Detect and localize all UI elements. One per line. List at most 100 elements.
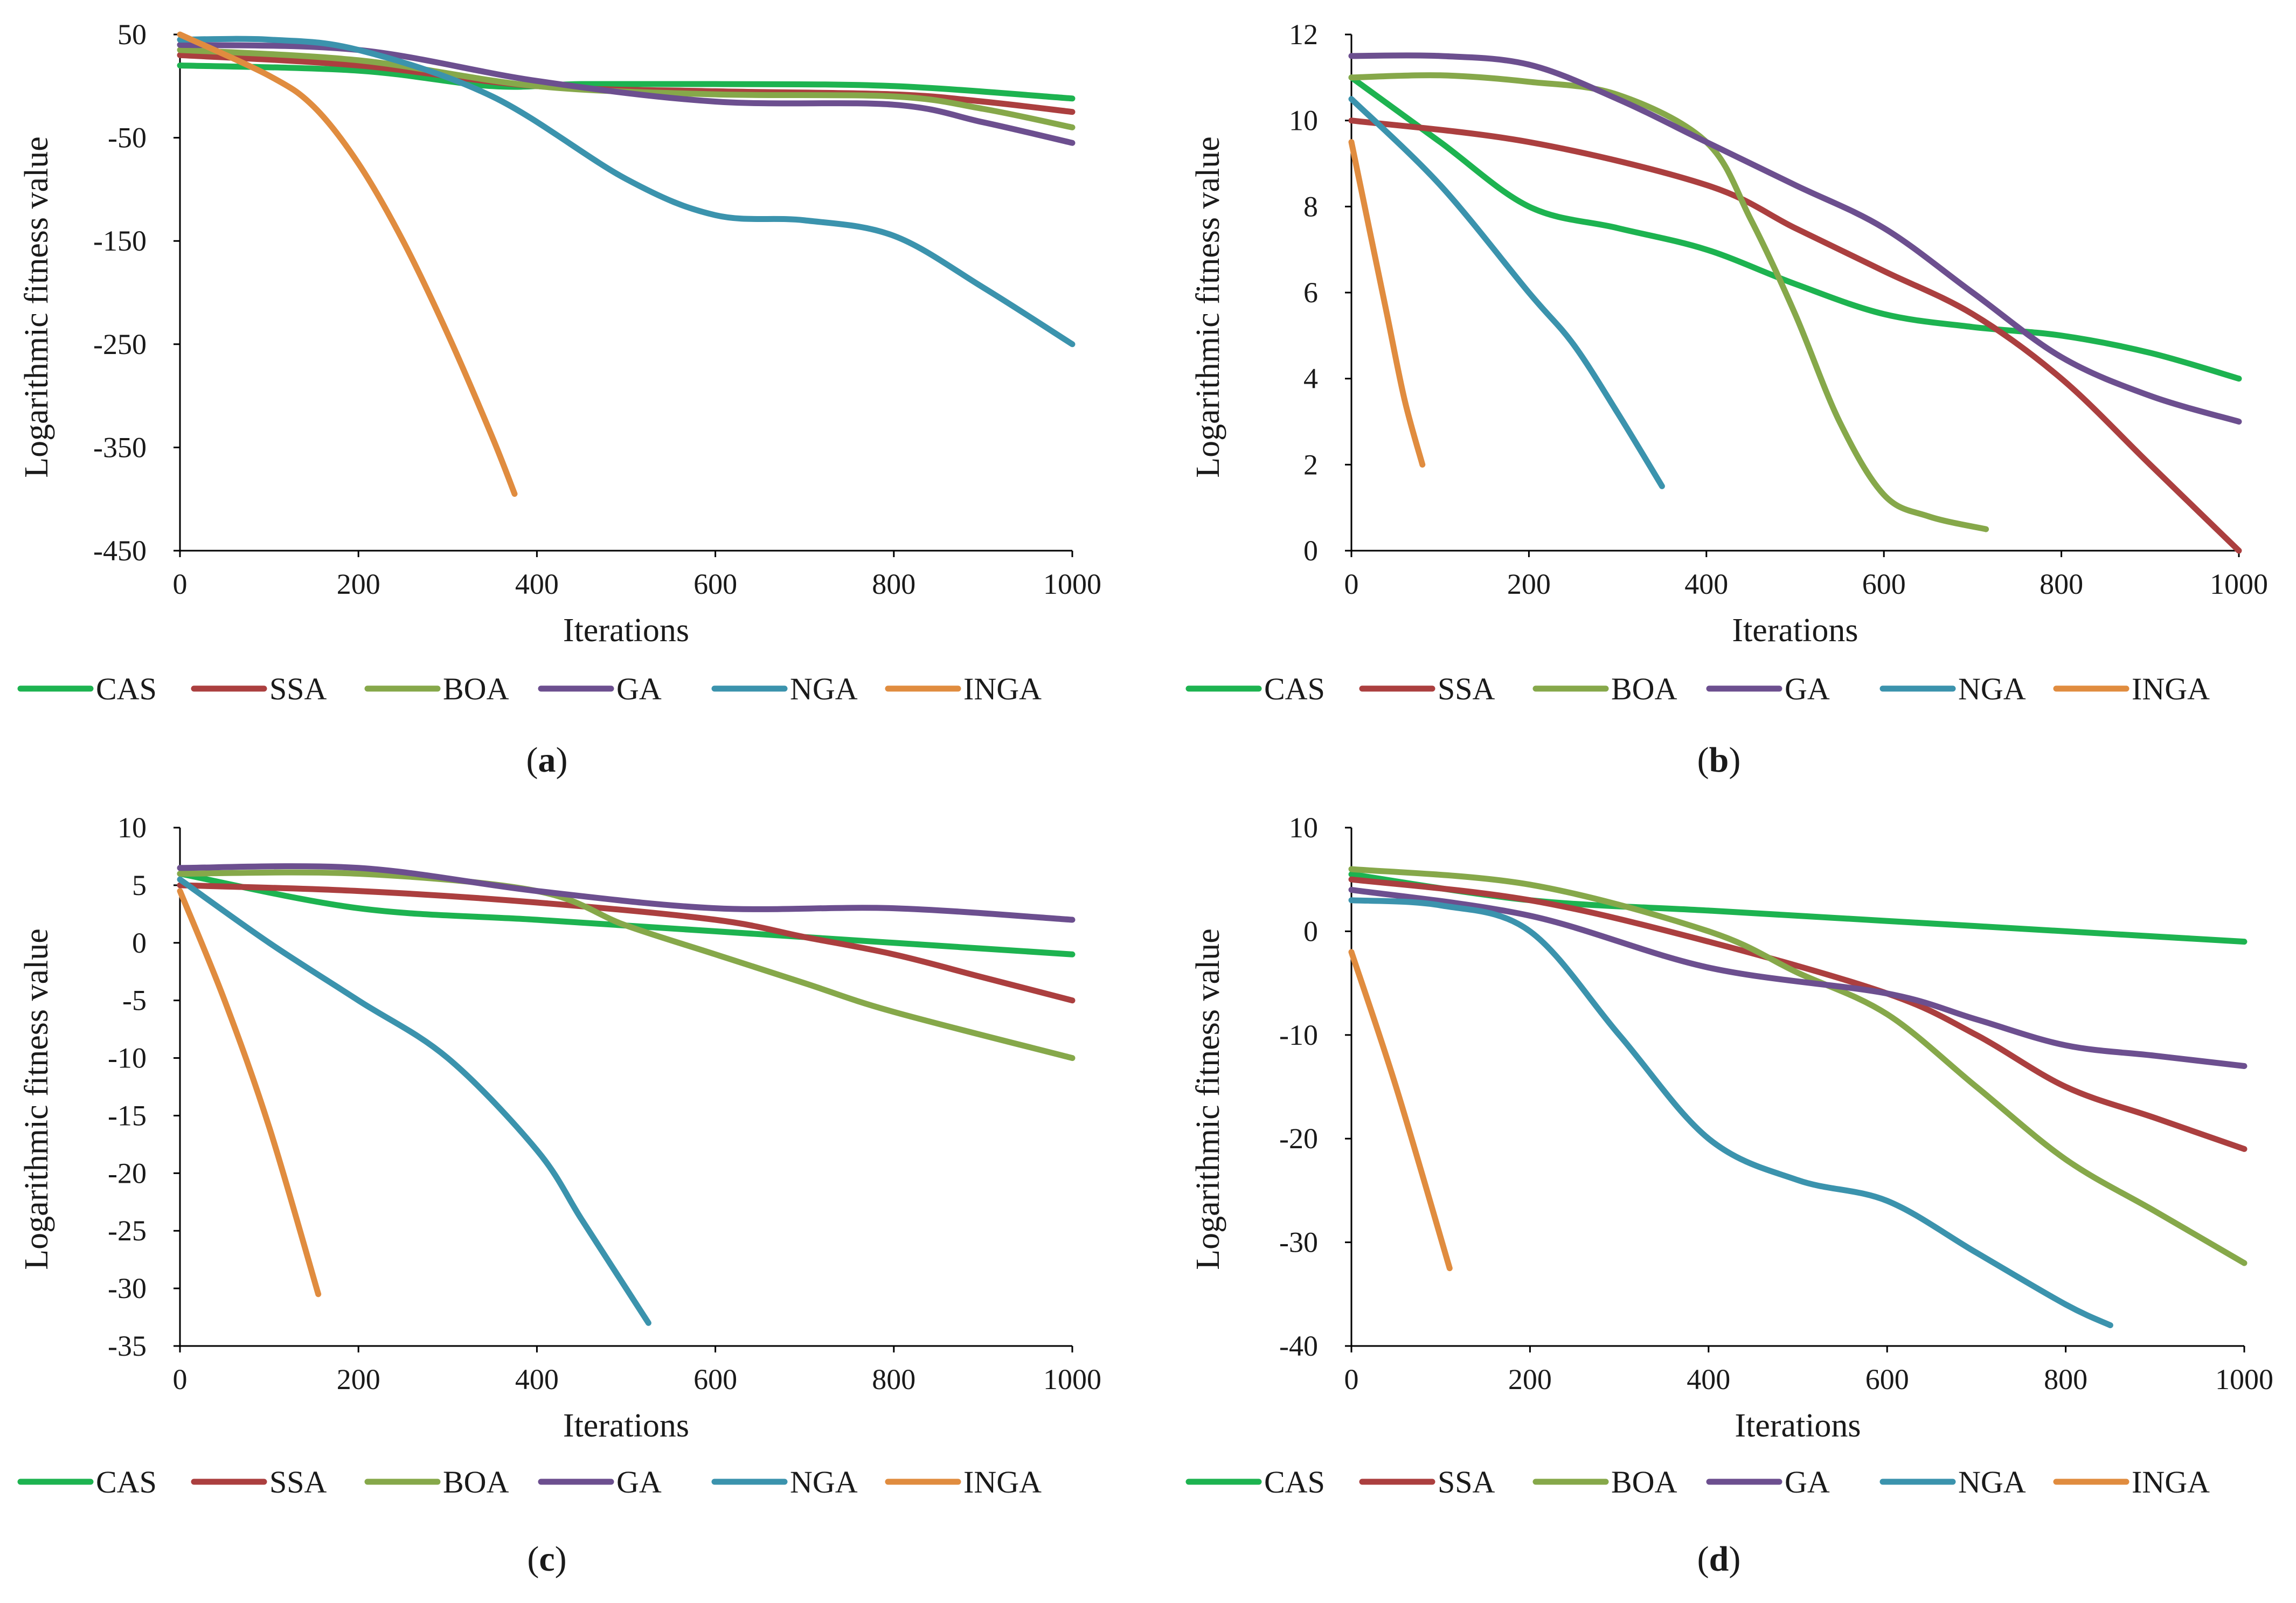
legend-label-ssa: SSA xyxy=(1438,1465,1495,1500)
x-tick-label: 0 xyxy=(173,568,188,600)
legend-label-nga: NGA xyxy=(1958,1465,2026,1500)
legend-label-boa: BOA xyxy=(443,1465,509,1500)
series-line-ssa xyxy=(177,882,1076,1004)
y-tick-label: -40 xyxy=(1279,1330,1318,1362)
x-tick-label: 0 xyxy=(1344,1363,1359,1396)
caption-open-paren: ( xyxy=(527,1539,539,1579)
series-line-ga xyxy=(177,863,1076,923)
y-axis-title: Logarithmic fitness value xyxy=(18,136,55,478)
legend-label-ga: GA xyxy=(616,671,662,706)
y-tick-label: 4 xyxy=(1303,363,1318,395)
legend-label-inga: INGA xyxy=(963,1465,1042,1500)
caption-close-paren: ) xyxy=(1729,1539,1740,1579)
legend-label-nga: NGA xyxy=(790,1465,858,1500)
series-line-nga xyxy=(1348,897,2113,1328)
caption-letter: b xyxy=(1709,740,1729,780)
x-tick-label: 200 xyxy=(1508,1363,1552,1396)
panel-caption: (a) xyxy=(526,740,568,780)
x-tick-label: 200 xyxy=(1507,568,1551,600)
series-line-inga xyxy=(177,31,518,497)
caption-letter: a xyxy=(538,740,556,780)
x-axis-title: Iterations xyxy=(1732,612,1858,649)
legend-label-ssa: SSA xyxy=(269,671,327,706)
caption-close-paren: ) xyxy=(1729,740,1740,780)
series-line-inga xyxy=(1348,949,1453,1272)
y-axis-title: Logarithmic fitness value xyxy=(1190,928,1226,1270)
caption-letter: d xyxy=(1709,1539,1729,1579)
panel-caption: (c) xyxy=(527,1539,566,1579)
legend-label-cas: CAS xyxy=(96,671,157,706)
y-axis-title: Logarithmic fitness value xyxy=(18,928,55,1270)
panel-caption: (b) xyxy=(1697,740,1741,780)
legend-label-cas: CAS xyxy=(96,1465,157,1500)
series-line-cas xyxy=(1348,74,2242,382)
y-tick-label: -25 xyxy=(108,1215,147,1247)
x-tick-label: 1000 xyxy=(2215,1363,2273,1396)
x-tick-label: 0 xyxy=(1344,568,1359,600)
series-line-cas xyxy=(177,871,1076,957)
y-tick-label: 5 xyxy=(132,869,147,901)
legend-label-inga: INGA xyxy=(963,671,1042,706)
x-tick-label: 600 xyxy=(1865,1363,1909,1396)
x-tick-label: 800 xyxy=(2044,1363,2087,1396)
y-tick-label: -250 xyxy=(93,328,147,360)
series-line-ssa xyxy=(1348,117,2242,554)
y-tick-label: -450 xyxy=(93,535,147,567)
caption-open-paren: ( xyxy=(1697,1539,1709,1579)
x-tick-label: 600 xyxy=(693,1363,737,1396)
y-tick-label: 0 xyxy=(1303,915,1318,947)
series-line-ga xyxy=(1348,886,2248,1069)
x-tick-label: 800 xyxy=(872,568,915,600)
caption-close-paren: ) xyxy=(556,740,568,780)
series-line-boa xyxy=(1348,72,1989,532)
x-axis-title: Iterations xyxy=(1735,1407,1861,1444)
legend-label-nga: NGA xyxy=(1958,671,2026,706)
x-tick-label: 200 xyxy=(337,568,380,600)
caption-close-paren: ) xyxy=(555,1539,567,1579)
series-line-ssa xyxy=(1348,876,2248,1152)
y-tick-label: 6 xyxy=(1303,276,1318,309)
chart-panel-c: 10 5 0 -5 -10 -15 -20 -25 -30 -35 0 200 400 600 800 100… xyxy=(17,811,1101,1579)
y-tick-label: 10 xyxy=(1289,811,1318,844)
y-tick-label: -20 xyxy=(1279,1122,1318,1155)
y-tick-label: -10 xyxy=(108,1042,147,1074)
series-line-inga xyxy=(177,888,322,1297)
y-tick-label: 10 xyxy=(1289,105,1318,137)
legend-label-ga: GA xyxy=(616,1465,662,1500)
y-tick-label: 2 xyxy=(1303,448,1318,481)
x-axis-title: Iterations xyxy=(563,612,689,649)
x-tick-label: 600 xyxy=(693,568,737,600)
y-tick-label: -15 xyxy=(108,1099,147,1132)
legend-label-ga: GA xyxy=(1785,671,1830,706)
x-tick-label: 600 xyxy=(1862,568,1906,600)
x-tick-label: 400 xyxy=(1687,1363,1730,1396)
y-tick-label: -350 xyxy=(93,431,147,463)
series-line-nga xyxy=(177,36,1076,348)
y-tick-label: -30 xyxy=(1279,1226,1318,1259)
legend-label-cas: CAS xyxy=(1264,1465,1325,1500)
legend-label-boa: BOA xyxy=(1611,1465,1677,1500)
x-tick-label: 400 xyxy=(515,568,559,600)
y-tick-label: 10 xyxy=(117,811,147,844)
y-tick-label: 0 xyxy=(132,927,147,959)
legend-label-ssa: SSA xyxy=(1438,671,1495,706)
y-tick-label: 8 xyxy=(1303,190,1318,223)
legend-label-boa: BOA xyxy=(1611,671,1677,706)
series-line-boa xyxy=(1348,866,2248,1266)
caption-letter: c xyxy=(539,1539,554,1579)
series-line-inga xyxy=(1348,139,1426,468)
chart-panel-a: 50 -50 -150 -250 -350 -450 0 200 400 600 800 1000 It… xyxy=(17,18,1101,780)
y-tick-label: -35 xyxy=(108,1330,147,1362)
legend-label-cas: CAS xyxy=(1264,671,1325,706)
legend-label-inga: INGA xyxy=(2132,671,2210,706)
y-axis-title: Logarithmic fitness value xyxy=(1190,136,1226,478)
legend-label-ssa: SSA xyxy=(269,1465,327,1500)
y-tick-label: -150 xyxy=(93,225,147,257)
series-line-boa xyxy=(177,869,1076,1061)
x-tick-label: 800 xyxy=(2040,568,2083,600)
y-tick-label: -10 xyxy=(1279,1019,1318,1051)
x-tick-label: 0 xyxy=(173,1363,188,1396)
y-tick-label: 50 xyxy=(117,18,147,51)
